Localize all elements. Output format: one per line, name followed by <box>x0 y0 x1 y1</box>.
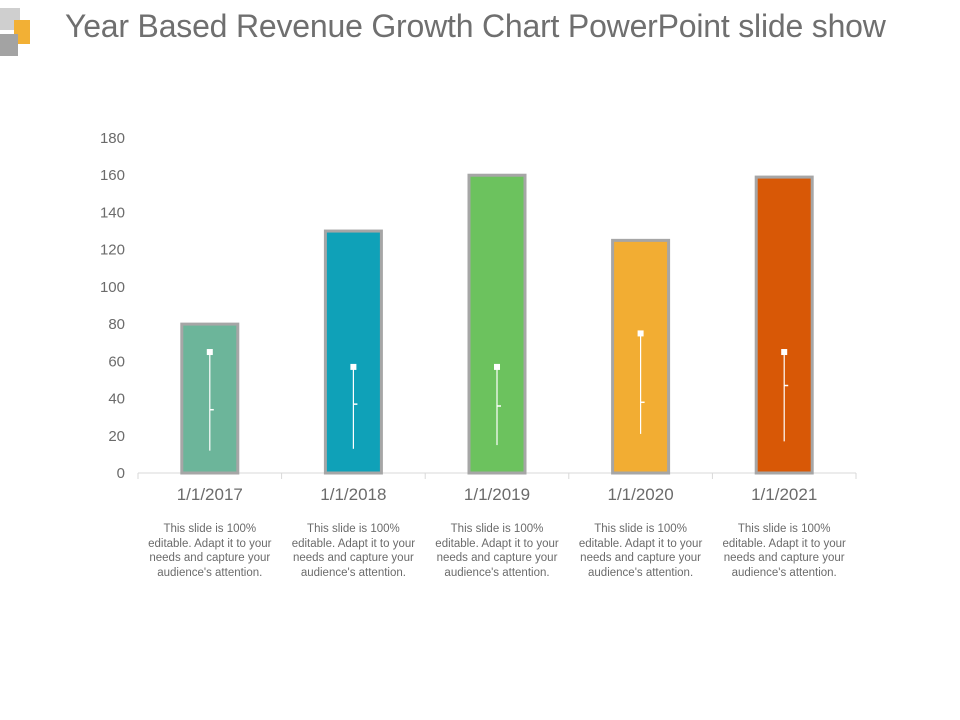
y-tick-label: 20 <box>108 428 125 445</box>
range-high-marker <box>350 363 357 370</box>
y-tick-label: 0 <box>117 465 125 482</box>
range-high-marker <box>637 330 644 337</box>
y-tick-label: 180 <box>100 130 125 147</box>
x-tick-label: 1/1/2019 <box>464 485 530 504</box>
x-tick-label: 1/1/2018 <box>320 485 386 504</box>
y-tick-label: 80 <box>108 316 125 333</box>
category-description: This slide is 100% editable. Adapt it to… <box>291 523 416 579</box>
y-tick-label: 40 <box>108 391 125 408</box>
range-high-marker <box>494 363 500 370</box>
category-description: This slide is 100% editable. Adapt it to… <box>435 523 559 579</box>
x-tick-label: 1/1/2020 <box>608 485 674 504</box>
page-title: Year Based Revenue Growth Chart PowerPoi… <box>65 8 886 44</box>
logo-squares-icon <box>0 0 40 60</box>
y-tick-label: 160 <box>100 167 125 184</box>
y-tick-label: 140 <box>100 204 125 221</box>
descriptions-row: This slide is 100% editable. Adapt it to… <box>138 522 856 592</box>
category-description: This slide is 100% editable. Adapt it to… <box>148 523 272 579</box>
y-tick-label: 120 <box>100 242 125 259</box>
range-high-marker <box>781 349 788 356</box>
range-high-marker <box>206 349 213 356</box>
category-description: This slide is 100% editable. Adapt it to… <box>722 523 846 579</box>
x-tick-label: 1/1/2017 <box>177 485 243 504</box>
y-tick-label: 60 <box>108 353 125 370</box>
y-tick-label: 100 <box>100 279 125 296</box>
category-description: This slide is 100% editable. Adapt it to… <box>578 523 703 579</box>
x-tick-label: 1/1/2021 <box>751 485 817 504</box>
